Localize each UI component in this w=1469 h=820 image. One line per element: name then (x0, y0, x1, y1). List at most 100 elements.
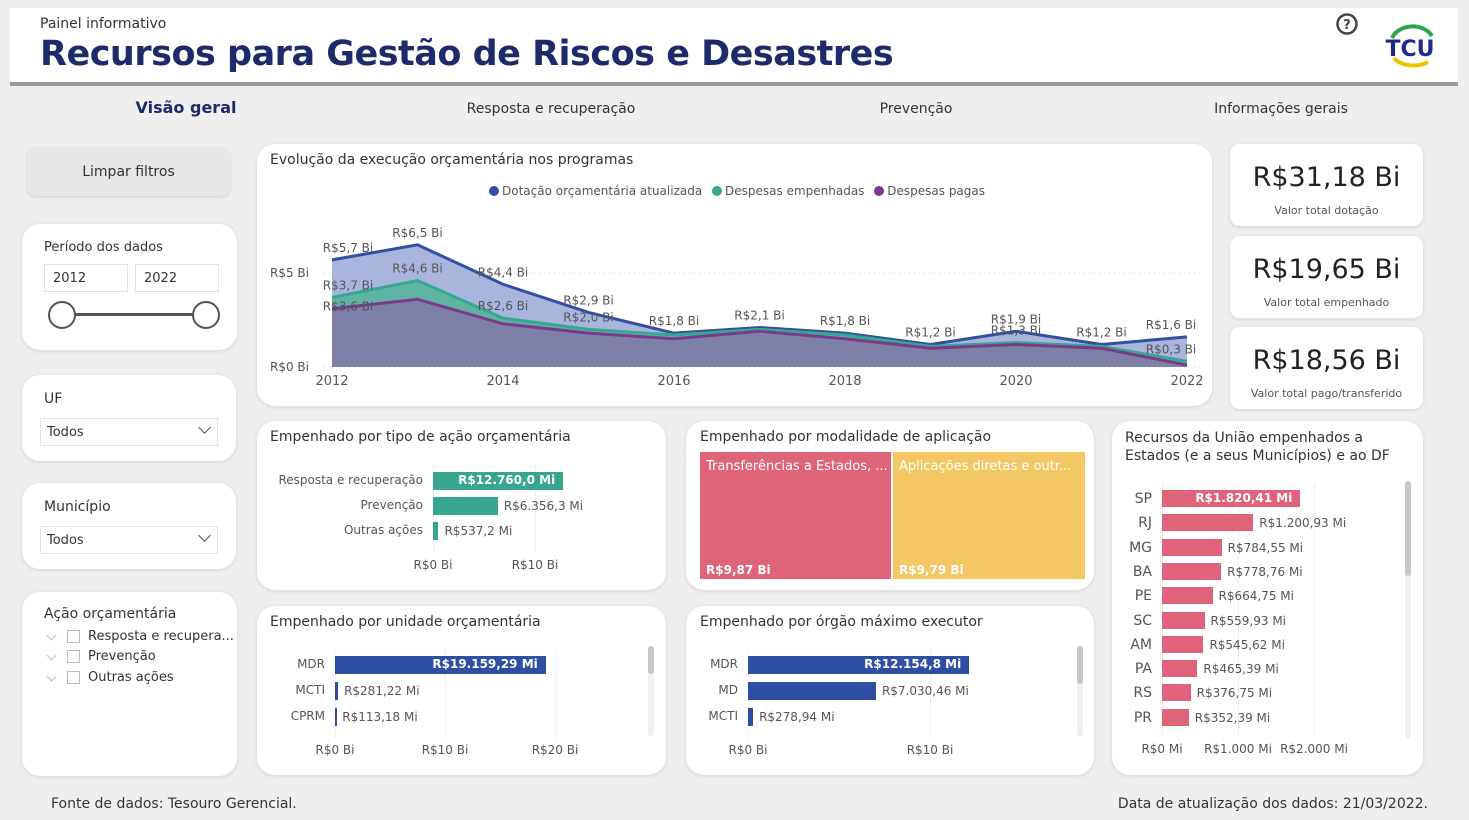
acao-item-label: Resposta e recupera... (88, 629, 234, 644)
tile-value: R$9,79 Bi (899, 563, 964, 577)
data-label: R$545,62 Mi (1209, 637, 1285, 652)
bar[interactable] (748, 708, 754, 726)
checkbox[interactable] (67, 671, 80, 684)
bar[interactable] (1162, 562, 1222, 580)
uf-filter: UF Todos (22, 375, 236, 461)
bar[interactable] (335, 682, 339, 700)
acao-item[interactable]: Prevenção (44, 649, 156, 664)
gridline (535, 466, 536, 552)
bar[interactable] (433, 522, 439, 540)
municipio-dropdown[interactable]: Todos (40, 526, 218, 554)
tab-visao-geral[interactable]: Visão geral (135, 98, 237, 117)
data-label: R$3,6 Bi (323, 299, 373, 313)
tab-informacoes-gerais[interactable]: Informações gerais (1214, 101, 1348, 117)
data-label: R$1,3 Bi (991, 324, 1041, 338)
series-line-0 (331, 243, 1188, 346)
municipio-filter: Município Todos (22, 483, 236, 569)
bar[interactable] (335, 708, 337, 726)
bar[interactable] (1162, 538, 1222, 556)
data-label: R$278,94 Mi (759, 710, 835, 724)
chart-title: Recursos da União empenhados a Estados (… (1125, 430, 1390, 464)
chevron-down-icon (198, 529, 211, 542)
x-tick-label: R$1.000 Mi (1204, 742, 1272, 756)
acao-item[interactable]: Outras ações (44, 670, 174, 685)
scrollbar[interactable] (1077, 646, 1083, 736)
x-tick-label: R$0 Bi (413, 558, 453, 572)
x-tick-label: 2012 (315, 374, 348, 389)
period-end-input[interactable]: 2022 (135, 264, 219, 292)
period-slider-track[interactable] (62, 313, 206, 316)
bar[interactable] (1162, 660, 1198, 678)
data-source: Fonte de dados: Tesouro Gerencial. (51, 796, 297, 812)
acao-item-label: Prevenção (88, 649, 156, 664)
legend-label: Despesas pagas (887, 184, 986, 198)
legend-item[interactable]: Despesas empenhadas (712, 184, 864, 198)
bar[interactable] (1162, 708, 1189, 726)
chart-title: Empenhado por modalidade de aplicação (700, 429, 992, 445)
chart-title: Empenhado por tipo de ação orçamentária (270, 429, 571, 445)
bar[interactable] (1162, 611, 1205, 629)
data-label: R$465,39 Mi (1203, 662, 1279, 677)
treemap-tile-aplicacoes-diretas[interactable]: Aplicações diretas e outr... R$9,79 Bi (893, 452, 1085, 579)
scrollbar[interactable] (648, 646, 654, 736)
data-label: R$778,76 Mi (1227, 564, 1303, 579)
chevron-down-icon[interactable] (46, 671, 57, 681)
tab-prevencao[interactable]: Prevenção (879, 101, 953, 117)
update-date: Data de atualização dos dados: 21/03/202… (1117, 796, 1428, 812)
data-label: R$12.154,8 Mi (864, 657, 962, 671)
question-circle-icon[interactable]: ? (1335, 12, 1359, 36)
data-label: R$4,6 Bi (392, 262, 442, 276)
kpi-value: R$31,18 Bi (1252, 162, 1401, 193)
checkbox[interactable] (67, 650, 80, 663)
data-label: R$7.030,46 Mi (881, 684, 969, 698)
bar[interactable] (748, 682, 876, 700)
acao-filter: Ação orçamentária Resposta e recupera...… (22, 592, 237, 776)
kpi-label: Valor total pago/transferido (1250, 387, 1403, 400)
scrollbar[interactable] (1405, 481, 1411, 739)
period-start-input[interactable]: 2012 (44, 264, 128, 292)
chevron-down-icon[interactable] (46, 630, 57, 640)
category-label: SC (1133, 612, 1152, 629)
acao-item[interactable]: Resposta e recupera... (44, 629, 234, 644)
uf-dropdown[interactable]: Todos (40, 418, 218, 446)
y-tick-label: R$5 Bi (270, 266, 309, 280)
tile-value: R$9,87 Bi (706, 563, 771, 577)
tcu-logo: TCU (1385, 24, 1435, 68)
bar[interactable] (1162, 490, 1301, 507)
bar[interactable] (1162, 587, 1213, 605)
clear-filters-button[interactable]: Limpar filtros (27, 148, 230, 196)
checkbox[interactable] (67, 630, 80, 643)
uf-value: Todos (47, 425, 84, 440)
chevron-down-icon[interactable] (46, 650, 57, 660)
bar[interactable] (1162, 514, 1254, 532)
legend-item[interactable]: Despesas pagas (874, 184, 985, 198)
bar[interactable] (433, 497, 498, 515)
chart-title: Evolução da execução orçamentária nos pr… (270, 152, 634, 168)
tab-resposta-recuperacao[interactable]: Resposta e recuperação (466, 101, 636, 117)
data-label: R$2,9 Bi (563, 293, 613, 307)
bar[interactable] (335, 656, 546, 674)
bar[interactable] (433, 472, 564, 490)
legend-item[interactable]: Dotação orçamentária atualizada (489, 184, 702, 198)
period-filter: Período dos dados 2012 2022 (22, 224, 237, 350)
data-label: R$2,1 Bi (734, 309, 784, 323)
period-slider-start-handle[interactable] (48, 301, 76, 329)
treemap-tile-transferencias[interactable]: Transferências a Estados, ... R$9,87 Bi (700, 452, 891, 579)
period-slider-end-handle[interactable] (192, 301, 220, 329)
execution-evolution-chart: Evolução da execução orçamentária nos pr… (257, 144, 1212, 406)
data-label: R$1,6 Bi (1146, 318, 1196, 332)
category-label: CPRM (290, 709, 325, 723)
bar[interactable] (748, 656, 970, 674)
gridline (930, 650, 931, 737)
bar[interactable] (1162, 635, 1204, 653)
category-label: Outras ações (343, 523, 423, 537)
data-label: R$376,75 Mi (1196, 686, 1273, 701)
chevron-down-icon (198, 421, 211, 434)
data-label: R$6.356,3 Mi (503, 499, 584, 513)
data-label: R$5,7 Bi (323, 241, 373, 255)
data-label: R$537,2 Mi (444, 524, 513, 538)
bar[interactable] (1162, 684, 1191, 702)
data-label: R$1,8 Bi (649, 314, 699, 328)
area-chart-plot: R$0 Bi R$5 Bi 2012 2014 2016 2018 2020 2022 R$5,… (270, 226, 1204, 389)
empenhado-modalidade-chart: Empenhado por modalidade de aplicação Tr… (686, 421, 1094, 590)
